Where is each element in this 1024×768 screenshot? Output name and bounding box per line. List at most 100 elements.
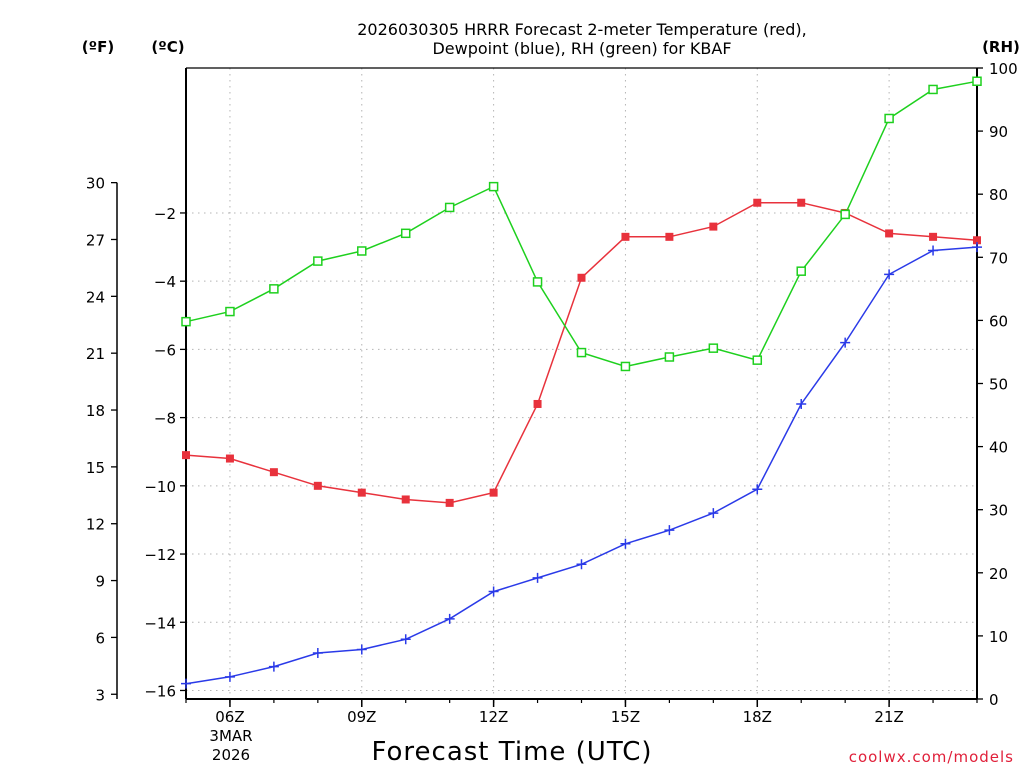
dewpoint-line [185, 246, 978, 685]
rh-point [181, 316, 191, 327]
rh-point [400, 228, 411, 239]
dewpoint-point [181, 678, 191, 689]
rh-point [313, 256, 323, 266]
rh-point [225, 306, 235, 317]
dewpoint-point [884, 269, 895, 280]
dewpoint-point [576, 559, 587, 570]
dewpoint-point [620, 538, 631, 549]
dewpoint-point [708, 508, 719, 519]
x-tick-label: 18Z [743, 708, 772, 726]
rh-series [181, 76, 982, 372]
rh-point [576, 347, 587, 358]
fahrenheit-tick-label: 24 [86, 288, 105, 306]
x-tick-label: 21Z [874, 708, 903, 726]
dewpoint-point [928, 245, 939, 256]
x-tick-label: 09Z [347, 708, 376, 726]
rh-line [185, 80, 978, 368]
rh-point [840, 209, 850, 220]
dewpoint-point [796, 398, 807, 409]
temperature-point [753, 198, 762, 207]
rh-point [708, 343, 719, 353]
chart-title-line2: Dewpoint (blue), RH (green) for KBAF [432, 39, 731, 58]
temperature-point [973, 236, 981, 245]
temperature-point [577, 273, 586, 282]
rh-point [620, 361, 631, 372]
fahrenheit-unit-label: (ºF) [82, 38, 114, 56]
temperature-point [885, 229, 894, 238]
rh-tick-label: 0 [989, 691, 999, 709]
rh-tick-label: 10 [989, 628, 1008, 646]
temperature-point [269, 468, 278, 477]
fahrenheit-axis: 30 27 24 21 18 15 12 9 6 3 [86, 175, 118, 704]
temperature-point [182, 451, 190, 460]
rh-point [664, 352, 675, 362]
x-axis: 06Z 09Z 12Z 15Z 18Z 21Z [185, 699, 978, 726]
rh-point [357, 246, 367, 256]
rh-tick-label: 50 [989, 376, 1008, 394]
dewpoint-point [840, 337, 851, 348]
rh-point [796, 266, 806, 276]
fahrenheit-tick-label: 9 [95, 573, 105, 591]
temperature-point [313, 481, 322, 490]
celsius-tick-label: −4 [154, 273, 176, 291]
rh-tick-label: 40 [989, 439, 1008, 457]
x-tick-label: 12Z [479, 708, 508, 726]
fahrenheit-tick-label: 18 [86, 402, 105, 420]
rh-point [444, 202, 455, 213]
celsius-tick-label: −6 [154, 341, 176, 359]
celsius-tick-label: −12 [144, 546, 176, 564]
credit-label: coolwx.com/models [849, 748, 1014, 766]
dewpoint-point [356, 644, 367, 655]
dewpoint-point [268, 661, 279, 672]
rh-point [488, 181, 499, 192]
rh-tick-label: 60 [989, 312, 1008, 330]
rh-tick-label: 90 [989, 123, 1008, 141]
celsius-unit-label: (ºC) [151, 38, 184, 56]
fahrenheit-tick-label: 3 [95, 686, 105, 704]
dewpoint-point [972, 242, 982, 253]
temperature-point [445, 498, 454, 507]
dewpoint-series [181, 242, 982, 689]
celsius-tick-label: −10 [144, 478, 176, 496]
temperature-point [797, 198, 806, 207]
rh-point [928, 84, 938, 95]
x-axis-title: Forecast Time (UTC) [371, 737, 652, 767]
temperature-point [533, 399, 542, 408]
temperature-point [225, 454, 234, 463]
dewpoint-point [400, 634, 411, 645]
temperature-point [929, 232, 938, 241]
fahrenheit-tick-label: 12 [86, 516, 105, 534]
temperature-point [489, 488, 498, 497]
temperature-point [357, 488, 366, 497]
celsius-tick-label: −14 [144, 614, 176, 632]
date-label-month: 3MAR [209, 727, 252, 745]
rh-axis: 0 10 20 30 40 50 60 70 80 90 100 [977, 60, 1018, 709]
rh-tick-label: 70 [989, 249, 1008, 267]
rh-point [752, 355, 763, 365]
rh-tick-label: 100 [989, 60, 1018, 78]
rh-point [269, 284, 279, 294]
fahrenheit-tick-label: 21 [86, 345, 105, 363]
temperature-point [709, 222, 718, 231]
dewpoint-point [752, 484, 763, 495]
x-tick-label: 15Z [611, 708, 640, 726]
fahrenheit-tick-label: 27 [86, 231, 105, 249]
dewpoint-point [312, 647, 323, 658]
celsius-axis: −2 −4 −6 −8 −10 −12 −14 −16 [144, 205, 186, 700]
rh-tick-label: 30 [989, 502, 1008, 520]
celsius-tick-label: −8 [154, 410, 176, 428]
dewpoint-point [488, 586, 499, 597]
dewpoint-point [444, 613, 455, 624]
chart-title-line1: 2026030305 HRRR Forecast 2-meter Tempera… [357, 20, 807, 39]
x-tick-label: 06Z [215, 708, 244, 726]
rh-point [532, 277, 543, 287]
axes [185, 67, 978, 700]
date-label-year: 2026 [212, 746, 250, 764]
temperature-point [401, 495, 410, 504]
rh-unit-label: (RH) [982, 38, 1020, 56]
celsius-tick-label: −16 [144, 682, 176, 700]
series-layer [181, 76, 982, 689]
dewpoint-point [664, 525, 675, 536]
fahrenheit-tick-label: 6 [95, 629, 105, 647]
